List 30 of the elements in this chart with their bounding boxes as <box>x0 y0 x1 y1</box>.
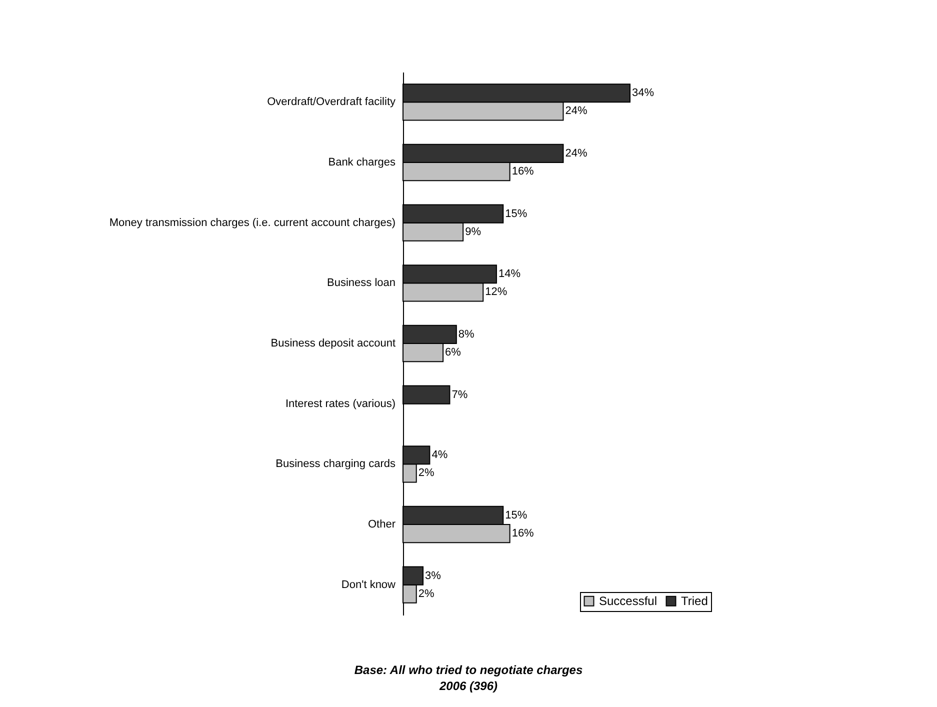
data-label: 6% <box>445 346 462 359</box>
legend-label: Tried <box>681 594 708 608</box>
data-label: 15% <box>505 509 528 522</box>
data-label: 12% <box>485 286 508 298</box>
y-tick-label: Business loan <box>327 277 396 290</box>
data-label: 15% <box>505 208 528 220</box>
data-label: 4% <box>432 449 448 462</box>
y-tick-label: Interest rates (various) <box>285 398 396 410</box>
y-tick-label: Overdraft/Overdraft facility <box>267 96 396 108</box>
y-tick-label: Other <box>368 518 396 530</box>
legend-label: Successful <box>599 594 658 608</box>
data-label: 7% <box>452 388 468 401</box>
data-label: 8% <box>458 328 475 340</box>
y-tick-label: Business deposit account <box>270 338 396 350</box>
data-label: 2% <box>418 588 434 600</box>
y-tick-label: Business charging cards <box>276 458 396 470</box>
data-label: 3% <box>425 570 442 582</box>
data-label: 2% <box>418 467 434 480</box>
data-label: 16% <box>512 528 534 540</box>
data-label: 9% <box>465 226 482 238</box>
y-tick-label: Money transmission charges (i.e. current account charges) <box>109 216 396 229</box>
text: 2006 (396) <box>438 678 499 694</box>
data-label: 24% <box>565 105 588 118</box>
data-label: 34% <box>632 87 654 100</box>
text: Base: All who tried to negotiate charges <box>353 662 584 678</box>
data-label: 24% <box>565 147 588 160</box>
y-tick-label: Don't know <box>341 578 396 591</box>
data-label: 14% <box>498 268 521 280</box>
data-label: 16% <box>512 166 534 178</box>
y-tick-label: Bank charges <box>328 156 396 168</box>
